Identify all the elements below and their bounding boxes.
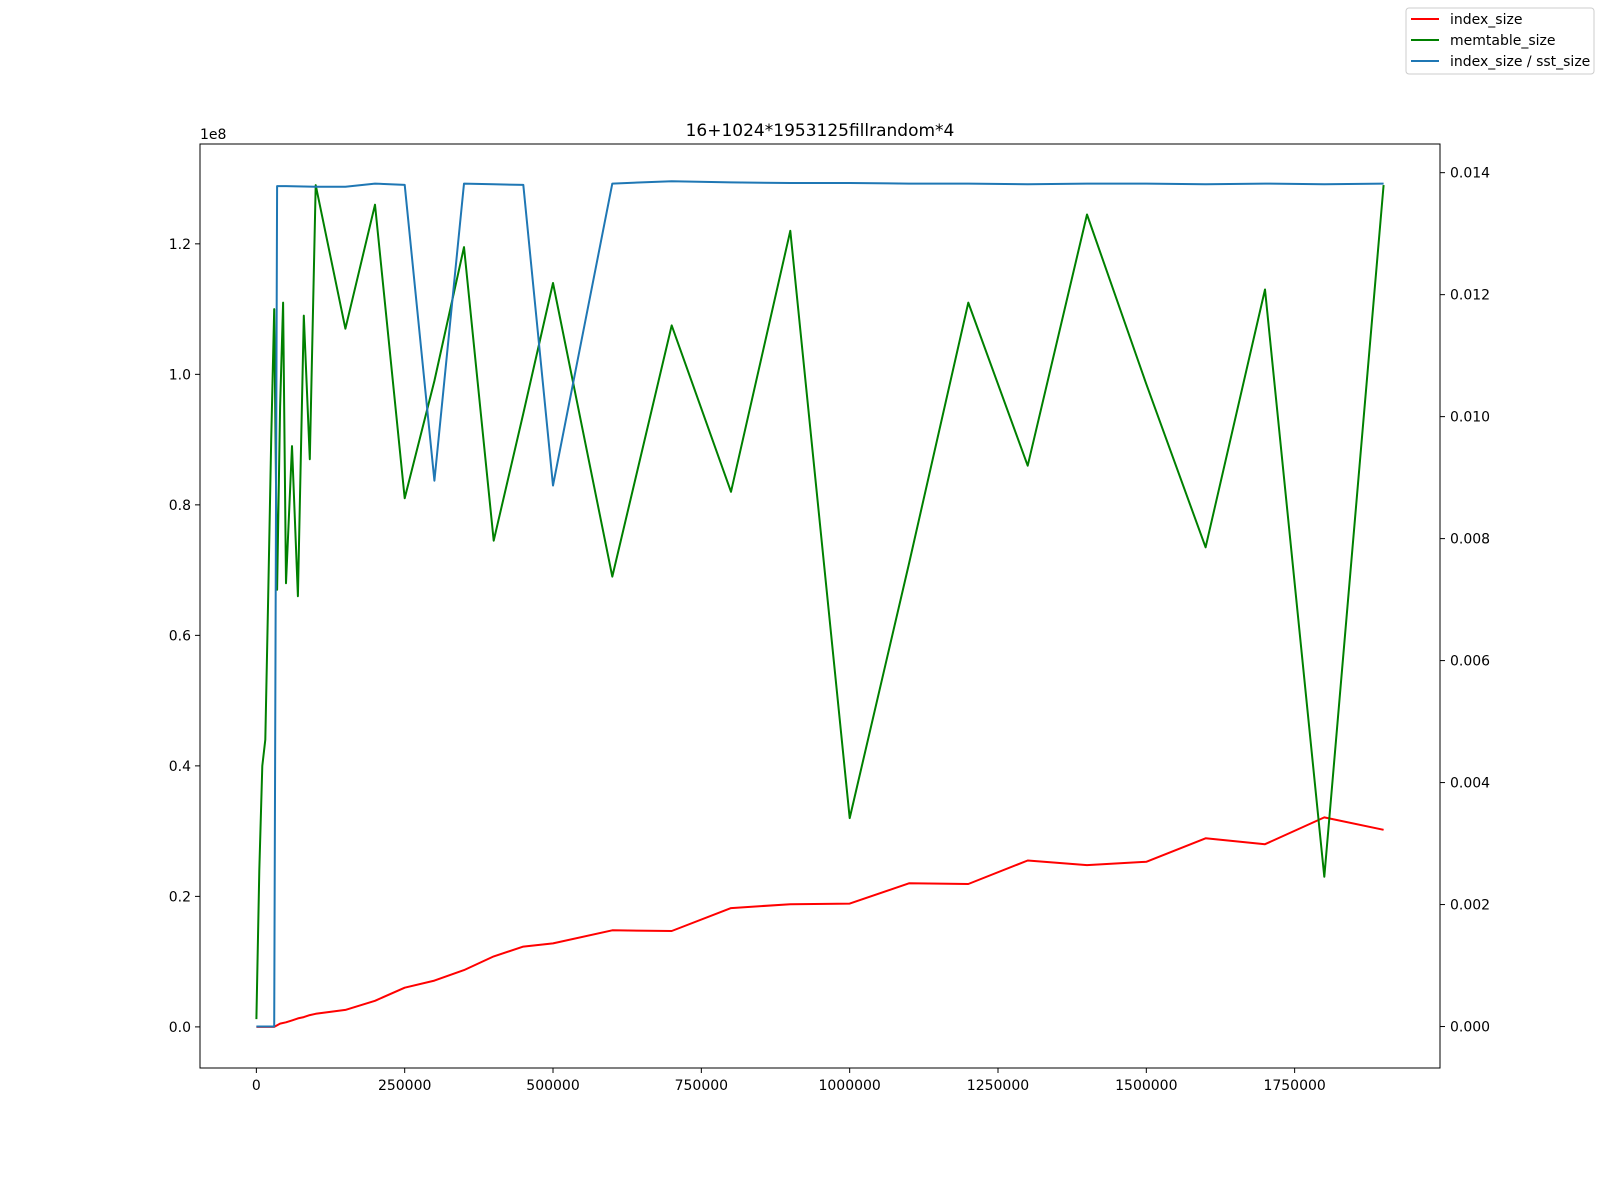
y-right-tick-label: 0.008 <box>1450 532 1490 548</box>
y-left-offset-text: 1e8 <box>200 127 226 143</box>
legend-label-index-size: index_size <box>1450 12 1522 28</box>
chart-title: 16+1024*1953125fillrandom*4 <box>686 121 955 141</box>
x-tick-label: 250000 <box>378 1078 431 1094</box>
x-tick-label: 0 <box>252 1078 261 1094</box>
x-tick-label: 1500000 <box>1115 1078 1177 1094</box>
legend-label-index-size-sst-size: index_size / sst_size <box>1450 54 1590 70</box>
legend-frame <box>1405 7 1595 75</box>
y-right-axis: 0.000 0.002 0.004 0.006 0.008 0.010 0.012 0.014 <box>1440 166 1490 1036</box>
legend-label-memtable-size: memtable_size <box>1450 33 1556 49</box>
y-right-tick-label: 0.006 <box>1450 654 1490 670</box>
x-tick-label: 1250000 <box>967 1078 1029 1094</box>
y-right-tick-label: 0.002 <box>1450 898 1490 914</box>
y-left-tick-label: 0.8 <box>169 498 191 514</box>
series-line-memtable-size <box>255 184 1385 1020</box>
y-left-tick-label: 0.6 <box>169 628 191 644</box>
x-axis: 0 250000 500000 750000 1000000 1250000 1500000… <box>252 1068 1326 1094</box>
y-right-tick-label: 0.000 <box>1450 1020 1490 1036</box>
x-tick-label: 1000000 <box>818 1078 880 1094</box>
y-left-tick-label: 0.4 <box>169 759 191 775</box>
y-left-tick-label: 0.0 <box>169 1020 191 1036</box>
series-line-index-size <box>256 816 1384 1028</box>
y-left-axis: 0.0 0.2 0.4 0.6 0.8 1.0 1.2 <box>169 237 200 1036</box>
y-left-tick-label: 1.0 <box>169 367 191 383</box>
series-layer <box>255 180 1385 1028</box>
y-right-tick-label: 0.010 <box>1450 410 1490 426</box>
series-line-index-size-sst-size <box>256 180 1384 1028</box>
x-tick-label: 500000 <box>526 1078 579 1094</box>
axes-frame <box>199 143 1441 1069</box>
plot-area <box>199 143 1441 1069</box>
legend: index_size memtable_size index_size / sst_… <box>1405 7 1595 75</box>
y-right-tick-label: 0.014 <box>1450 166 1490 182</box>
y-left-tick-label: 1.2 <box>169 237 191 253</box>
y-right-tick-label: 0.004 <box>1450 776 1490 792</box>
y-right-tick-label: 0.012 <box>1450 288 1490 304</box>
y-left-tick-label: 0.2 <box>169 889 191 905</box>
x-tick-label: 1750000 <box>1263 1078 1325 1094</box>
x-tick-label: 750000 <box>675 1078 728 1094</box>
